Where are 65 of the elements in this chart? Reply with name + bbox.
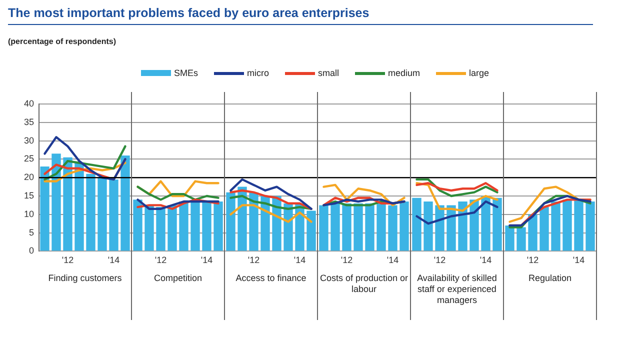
bar <box>86 174 96 251</box>
bar <box>562 200 572 251</box>
bar <box>133 200 142 251</box>
x-axis-title: Regulation <box>527 272 573 284</box>
x-tick-label: '12 <box>434 255 446 266</box>
x-tick-label: '12 <box>154 255 167 266</box>
y-tick-label: 20 <box>24 172 34 182</box>
bar <box>470 200 479 251</box>
y-tick-label: 15 <box>24 190 34 200</box>
x-axis-title: Finding customers <box>47 272 123 284</box>
x-axis-title: Costs of production or labour <box>318 272 410 295</box>
y-tick-label: 10 <box>24 208 34 219</box>
bar <box>424 202 433 251</box>
bar <box>551 202 560 251</box>
bar <box>179 202 188 251</box>
bar <box>156 207 166 251</box>
bar <box>492 198 502 251</box>
legend-label: large <box>469 68 490 78</box>
bar <box>40 166 50 251</box>
x-axis-title: Availability of skilled staff or experienced managers <box>416 272 498 306</box>
bar <box>190 202 200 251</box>
bar <box>98 178 107 251</box>
bar <box>74 162 84 251</box>
bar <box>435 205 444 251</box>
x-tick-label: '12 <box>248 255 260 266</box>
x-tick-label: '12 <box>62 255 74 266</box>
legend-label: medium <box>388 68 420 78</box>
x-tick-label: '12 <box>526 255 539 266</box>
bar <box>109 179 118 251</box>
bar <box>528 214 538 251</box>
text: The most important problems faced by euro area enterprises <box>8 6 593 25</box>
bar <box>202 202 212 251</box>
x-tick-label: '14 <box>386 255 399 266</box>
bar <box>540 207 549 251</box>
bar <box>574 200 584 251</box>
x-tick-label: '14 <box>572 255 585 266</box>
bar <box>144 205 154 251</box>
x-tick-label: '14 <box>480 255 492 266</box>
bar <box>481 196 490 251</box>
bar <box>168 205 177 251</box>
bar <box>214 202 223 251</box>
legend-label: SMEs <box>174 68 198 78</box>
x-axis-title: Access to finance <box>234 272 308 284</box>
x-tick-label: '14 <box>294 255 306 266</box>
bar <box>120 156 130 251</box>
chart-subtitle: (percentage of respondents) <box>8 37 116 46</box>
x-tick-label: '14 <box>200 255 213 266</box>
y-tick-label: 30 <box>24 135 34 146</box>
bar <box>412 198 422 251</box>
y-tick-label: 5 <box>28 227 34 238</box>
y-tick-label: 25 <box>24 154 34 164</box>
x-axis-title: Competition <box>152 272 204 284</box>
bar <box>226 192 236 251</box>
x-tick-label: '12 <box>340 255 353 266</box>
legend-label: micro <box>246 68 269 78</box>
legend-label: small <box>318 68 339 78</box>
bar <box>586 202 595 251</box>
y-tick-label: 0 <box>28 246 34 256</box>
x-tick-label: '14 <box>108 255 120 266</box>
bar <box>52 154 61 251</box>
bar <box>306 210 316 251</box>
bar <box>516 227 526 251</box>
bar <box>505 225 514 251</box>
y-tick-label: 35 <box>24 116 34 127</box>
y-tick-label: 40 <box>24 98 34 108</box>
